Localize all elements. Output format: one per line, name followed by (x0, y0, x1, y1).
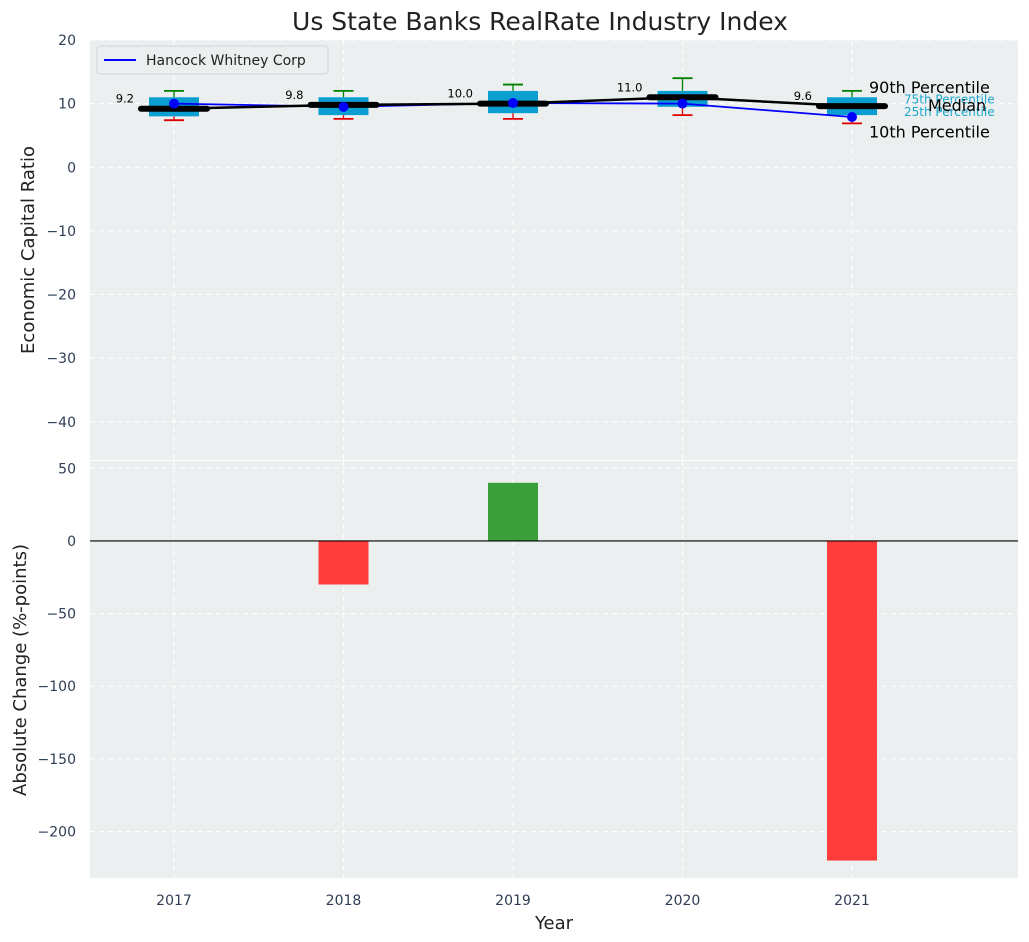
x-axis-label: Year (534, 913, 574, 934)
annotation-p90: 90th Percentile (869, 78, 990, 97)
top-ytick-label: −30 (46, 351, 76, 367)
top-ytick-label: −10 (46, 224, 76, 240)
top-ytick-label: 10 (58, 97, 76, 113)
median-value-label: 11.0 (617, 80, 643, 94)
xtick-label: 2019 (495, 893, 531, 909)
top-panel-median-labels: 9.2 9.8 10.0 11.0 9.6 (116, 80, 812, 105)
bottom-y-axis-label: Absolute Change (%-points) (10, 544, 31, 796)
legend-box (96, 45, 329, 75)
top-y-axis-label: Economic Capital Ratio (18, 146, 39, 354)
top-panel-y-ticks: 20 10 0 −10 −20 −30 −40 (46, 33, 76, 431)
xtick-label: 2021 (834, 893, 870, 909)
top-panel-series (138, 94, 888, 122)
legend: Hancock Whitney Corp (96, 45, 329, 75)
xtick-label: 2017 (156, 893, 192, 909)
bottom-ytick-label: −150 (38, 752, 76, 768)
legend-label-hancock: Hancock Whitney Corp (146, 53, 306, 69)
annotation-q1: 25th Percentile (904, 105, 995, 119)
median-value-label: 9.6 (794, 89, 812, 103)
series-point-hancock (847, 112, 857, 122)
bottom-ytick-label: −100 (38, 679, 76, 695)
bottom-ytick-label: 50 (58, 461, 76, 477)
x-axis-ticks: 2017 2018 2019 2020 2021 (156, 893, 870, 909)
series-point-hancock (169, 98, 179, 109)
median-value-label: 9.2 (116, 92, 134, 106)
annotation-median: Median (928, 96, 986, 115)
top-panel-annotations: 90th Percentile 75th Percentile 25th Per… (869, 78, 995, 141)
series-point-hancock (338, 101, 349, 112)
median-value-label: 9.8 (285, 88, 303, 102)
bottom-panel-bars (318, 482, 877, 861)
bottom-ytick-label: −200 (38, 825, 76, 841)
bottom-panel-background (90, 461, 1018, 878)
xtick-label: 2018 (326, 893, 362, 909)
bottom-ytick-label: −50 (46, 607, 76, 623)
change-bar-2019 (488, 482, 538, 541)
top-ytick-label: −40 (46, 415, 76, 431)
bottom-panel-y-ticks: 50 0 −50 −100 −150 −200 (38, 461, 76, 840)
change-bar-2018 (318, 540, 369, 585)
top-ytick-label: −20 (46, 288, 76, 304)
median-value-label: 10.0 (447, 87, 473, 101)
series-point-hancock (677, 98, 688, 109)
top-ytick-label: 0 (67, 160, 76, 176)
top-ytick-label: 20 (58, 33, 76, 49)
change-bar-2021 (827, 540, 877, 861)
annotation-q3: 75th Percentile (904, 92, 995, 106)
xtick-label: 2020 (665, 893, 701, 909)
chart-title: Us State Banks RealRate Industry Index (292, 7, 788, 36)
bottom-ytick-label: 0 (67, 534, 76, 550)
series-point-hancock (508, 98, 518, 108)
annotation-p10: 10th Percentile (869, 122, 990, 141)
